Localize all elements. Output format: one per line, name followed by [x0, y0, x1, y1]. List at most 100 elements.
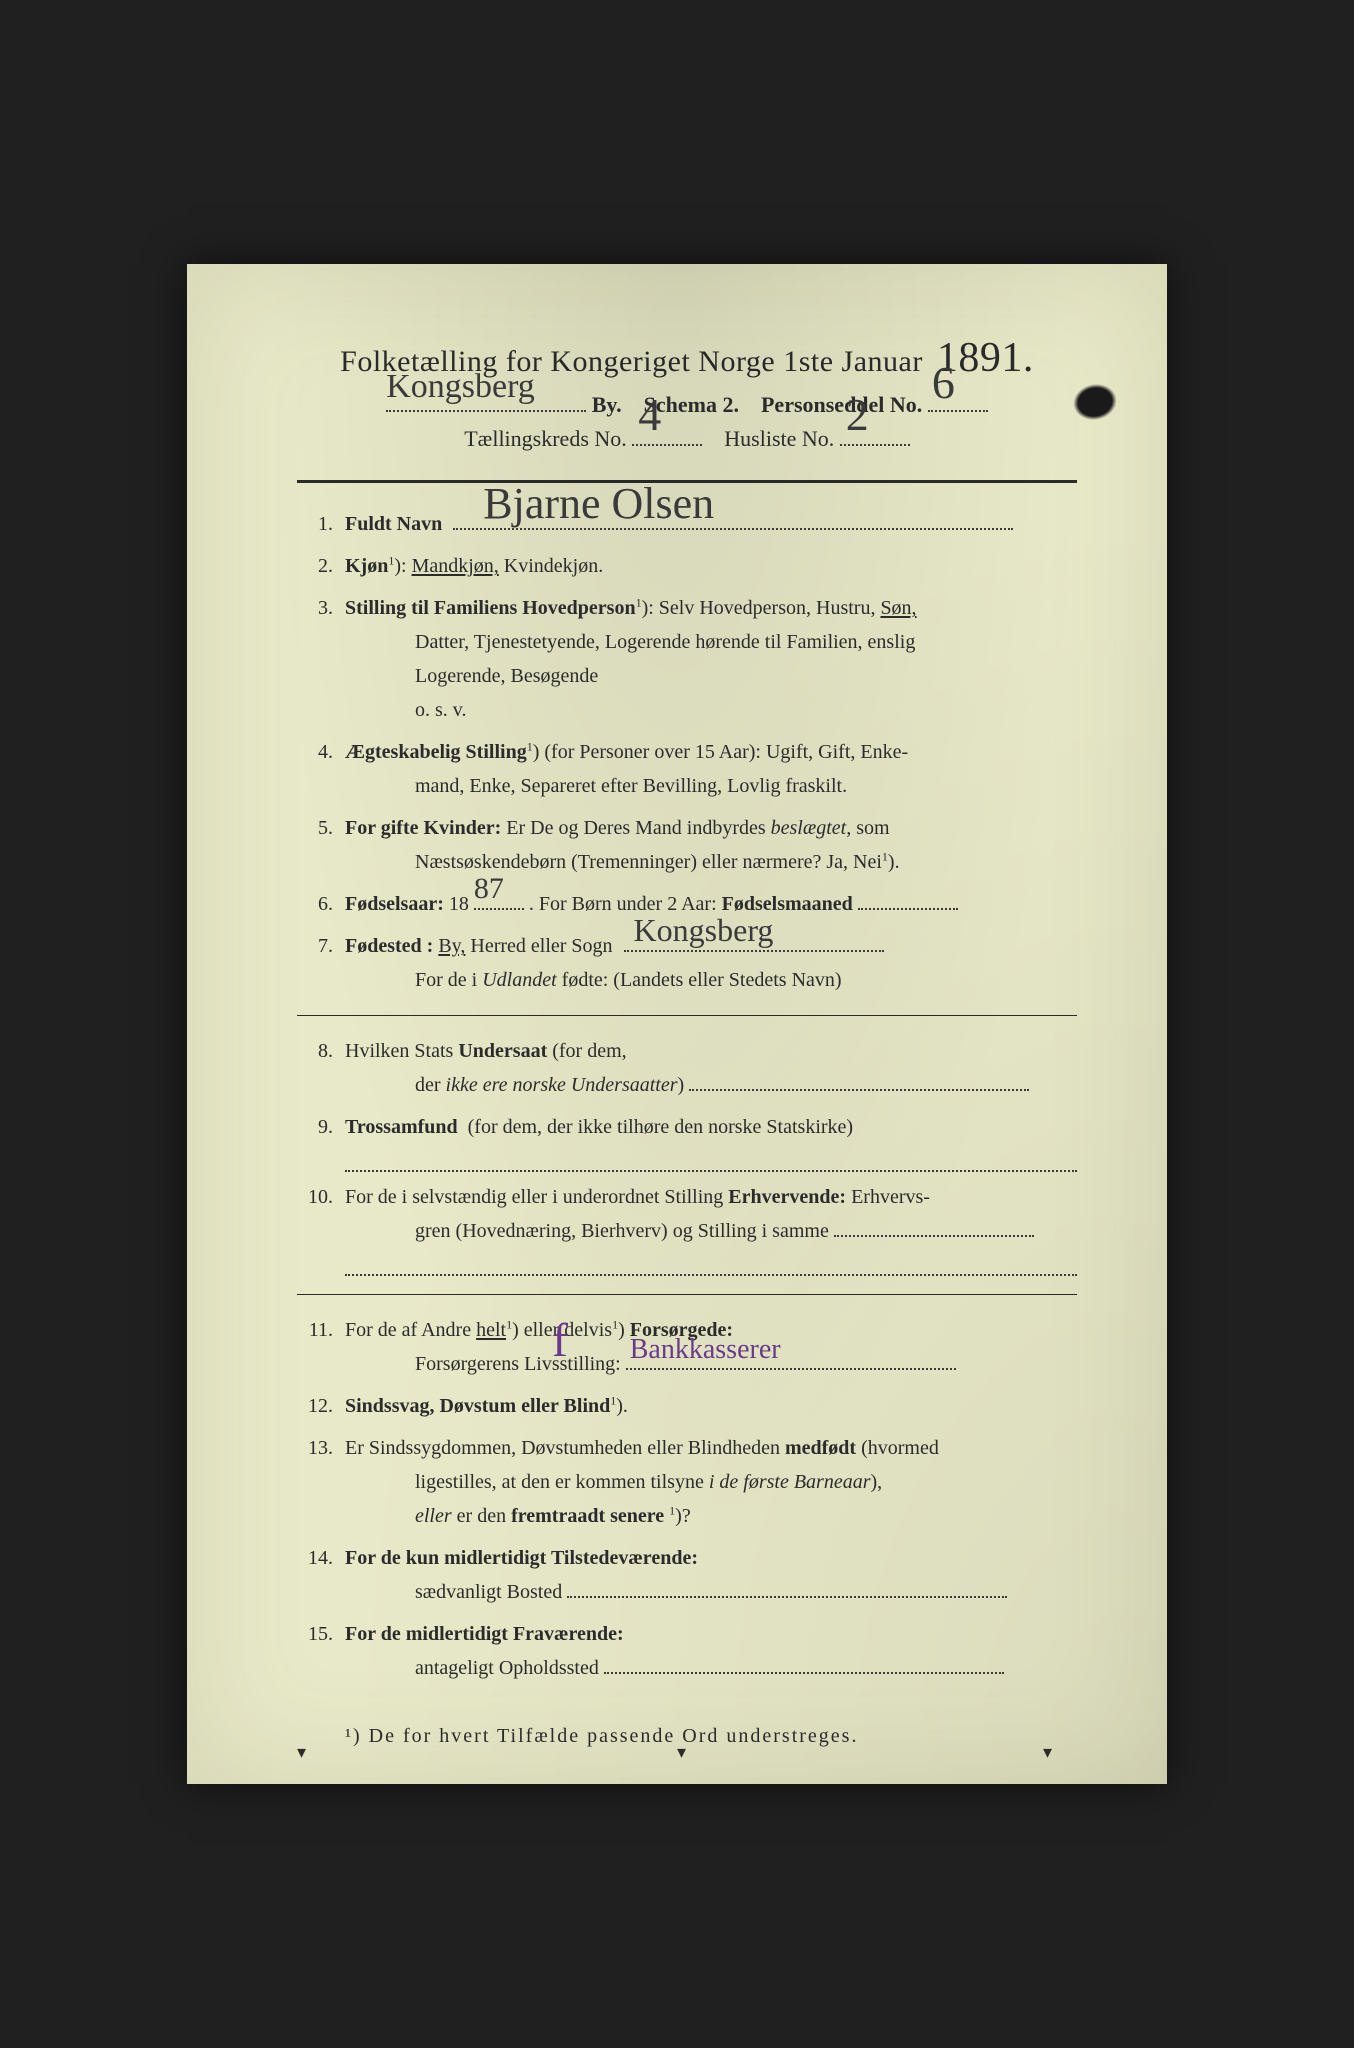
- husliste-label: Husliste No.: [724, 426, 834, 451]
- q11-sup2: 1: [612, 1318, 618, 1332]
- q15-field: [604, 1652, 1004, 1674]
- q2-underlined: Mandkjøn,: [412, 555, 499, 577]
- form-list: Fuldt Navn Bjarne Olsen Kjøn1): Mandkjøn…: [297, 507, 1077, 997]
- husliste-field: 2: [840, 422, 910, 446]
- q4-paren: (for Personer over 15 Aar):: [544, 741, 761, 763]
- q5-em: beslægtet,: [771, 817, 852, 839]
- q12-sup: 1: [610, 1394, 616, 1408]
- q4-opts2: mand, Enke, Separeret efter Bevilling, L…: [345, 769, 1077, 803]
- kreds-label: Tællingskreds No.: [464, 426, 627, 451]
- q3-line3: Logerende, Besøgende: [345, 659, 1077, 693]
- q7-abroad-em: Udlandet: [482, 969, 556, 991]
- q8-l2em: ikke ere norske Undersaatter: [446, 1074, 678, 1096]
- by-label: By.: [592, 392, 622, 417]
- q10: For de i selvstændig eller i underordnet…: [297, 1180, 1077, 1276]
- q8-l2: der: [415, 1074, 441, 1096]
- q13-l2: ligestilles, at den er kommen tilsyne: [415, 1471, 704, 1493]
- q13-l1: Er Sindssygdommen, Døvstumheden eller Bl…: [345, 1437, 780, 1459]
- divider-mid1: [297, 1015, 1077, 1016]
- q7-text: Herred eller Sogn: [470, 935, 612, 957]
- q13-l3-wrap: eller er den fremtraadt senere 1)?: [345, 1499, 1077, 1533]
- q13-l3a: eller: [415, 1505, 452, 1527]
- q10-field2: [345, 1248, 1077, 1276]
- q10-t2: Erhvervs-: [851, 1186, 930, 1208]
- q2-rest: Kvindekjøn.: [504, 555, 603, 577]
- q13-l2-wrap: ligestilles, at den er kommen tilsyne i …: [345, 1465, 1077, 1499]
- q10-t1: For de i selvstændig eller i underordnet…: [345, 1186, 723, 1208]
- q7-field: Kongsberg: [624, 930, 884, 952]
- q12: Sindssvag, Døvstum eller Blind1).: [297, 1389, 1077, 1423]
- q14: For de kun midlertidigt Tilstedeværende:…: [297, 1541, 1077, 1609]
- q13-em2: i de første Barneaar: [709, 1471, 871, 1493]
- q13-b3: fremtraadt senere: [511, 1505, 664, 1527]
- q7-label: Fødested :: [345, 935, 433, 957]
- q10-t3: gren (Hovednæring, Bierhverv) og Stillin…: [415, 1220, 829, 1242]
- personseddel-field: 6: [928, 388, 988, 412]
- q10-t3-wrap: gren (Hovednæring, Bierhverv) og Stillin…: [345, 1214, 1077, 1248]
- husliste-no: 2: [846, 392, 869, 438]
- q3-line4: o. s. v.: [345, 693, 1077, 727]
- tick-mark-icon: ▾: [677, 1742, 691, 1756]
- q15-sub-wrap: antageligt Opholdssted: [345, 1651, 1077, 1685]
- form-list-2: Hvilken Stats Undersaat (for dem, der ik…: [297, 1034, 1077, 1276]
- census-form-page: Folketælling for Kongeriget Norge 1ste J…: [187, 264, 1167, 1784]
- q4-opts1: Ugift, Gift, Enke-: [766, 741, 908, 763]
- kreds-no: 4: [638, 392, 661, 438]
- q11-value: Bankkasserer: [630, 1336, 781, 1364]
- form-list-3: For de af Andre helt1) eller delvis1) Fo…: [297, 1313, 1077, 1685]
- q9: Trossamfund (for dem, der ikke tilhøre d…: [297, 1110, 1077, 1172]
- q15-label: For de midlertidigt Fraværende:: [345, 1623, 624, 1645]
- q13-l1end: (hvormed: [861, 1437, 939, 1459]
- q11-line2-wrap: Forsørgerens Livsstilling: Bankkasserer: [345, 1347, 1077, 1381]
- q5: For gifte Kvinder: Er De og Deres Mand i…: [297, 811, 1077, 879]
- q1-value: Bjarne Olsen: [483, 482, 714, 526]
- q5-label: For gifte Kvinder:: [345, 817, 501, 839]
- q8-l1b: Undersaat: [458, 1040, 547, 1062]
- q2-sup: 1: [388, 554, 394, 568]
- divider-mid2: [297, 1294, 1077, 1295]
- q15-sub: antageligt Opholdssted: [415, 1657, 599, 1679]
- q7-value: Kongsberg: [634, 914, 774, 946]
- q3-line2: Datter, Tjenestetyende, Logerende hørend…: [345, 625, 1077, 659]
- q8-l2end: ): [678, 1074, 685, 1096]
- q11-u1: helt: [476, 1319, 506, 1341]
- q2: Kjøn1): Mandkjøn, Kvindekjøn.: [297, 549, 1077, 583]
- q7-abroad2: fødte: (Landets eller Stedets Navn): [562, 969, 842, 991]
- q3-underlined: Søn,: [880, 597, 916, 619]
- q14-label: For de kun midlertidigt Tilstedeværende:: [345, 1547, 698, 1569]
- q2-label: Kjøn: [345, 555, 388, 577]
- q8-field: [689, 1069, 1029, 1091]
- ink-blot-icon: [1070, 380, 1121, 424]
- q7-by: By,: [438, 935, 465, 957]
- q7-abroad: For de i: [415, 969, 477, 991]
- tick-mark-icon: ▾: [297, 1742, 311, 1756]
- q6-year: 87: [474, 874, 504, 904]
- tick-mark-icon: ▾: [1043, 1742, 1057, 1756]
- q14-sub-wrap: sædvanligt Bosted: [345, 1575, 1077, 1609]
- q5-t1: Er De og Deres Mand indbyrdes: [506, 817, 765, 839]
- q6-label: Fødselsaar:: [345, 893, 444, 915]
- q15: For de midlertidigt Fraværende: antageli…: [297, 1617, 1077, 1685]
- q3: Stilling til Familiens Hovedperson1): Se…: [297, 591, 1077, 727]
- q13-sup: 1: [669, 1504, 675, 1518]
- q8-l1c: (for dem,: [552, 1040, 626, 1062]
- q4-label: Ægteskabelig Stilling: [345, 741, 527, 763]
- city-field: Kongsberg: [386, 388, 586, 412]
- q8-line2-wrap: der ikke ere norske Undersaatter): [345, 1068, 1077, 1102]
- q11-sup1: 1: [506, 1318, 512, 1332]
- q11-field: Bankkasserer: [626, 1348, 956, 1370]
- q4-sup: 1: [527, 740, 533, 754]
- kreds-field: 4: [632, 422, 702, 446]
- q14-field: [567, 1576, 1007, 1598]
- q14-sub: sædvanligt Bosted: [415, 1581, 562, 1603]
- header-line-1: Kongsberg By. Schema 2. Personseddel No.…: [297, 388, 1077, 418]
- q8: Hvilken Stats Undersaat (for dem, der ik…: [297, 1034, 1077, 1102]
- q1: Fuldt Navn Bjarne Olsen: [297, 507, 1077, 541]
- q11: For de af Andre helt1) eller delvis1) Fo…: [297, 1313, 1077, 1381]
- q12-text: Sindssvag, Døvstum eller Blind: [345, 1395, 610, 1417]
- personseddel-label: Personseddel No.: [761, 392, 922, 417]
- q5-t3: Næstsøskendebørn (Tremenninger) eller næ…: [345, 845, 1077, 879]
- q10-field1: [834, 1215, 1034, 1237]
- q13: Er Sindssygdommen, Døvstumheden eller Bl…: [297, 1431, 1077, 1533]
- q13-l3b: er den: [457, 1505, 506, 1527]
